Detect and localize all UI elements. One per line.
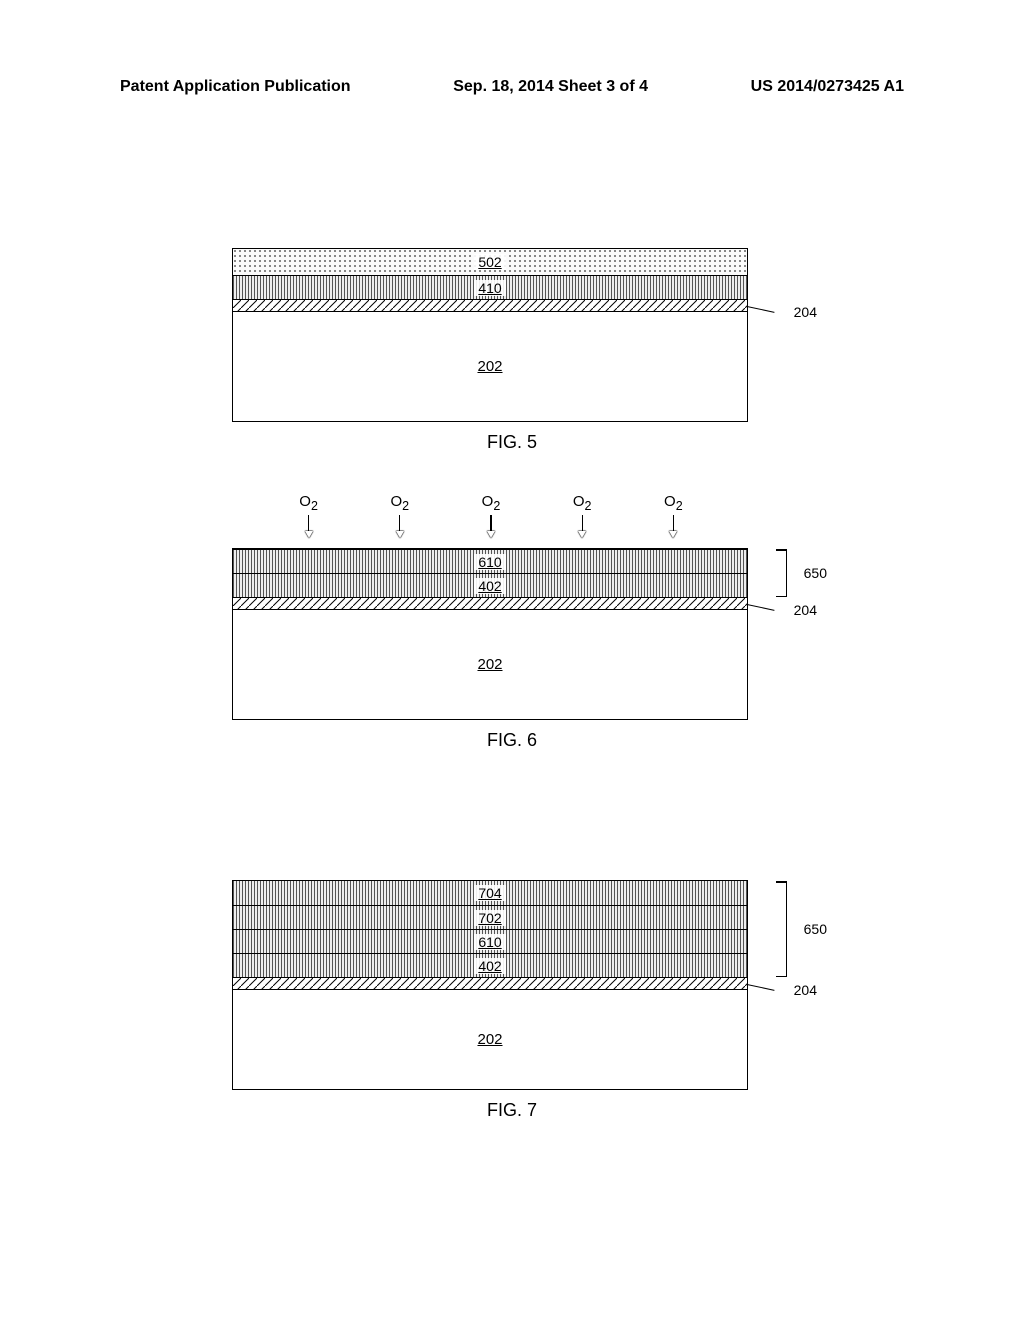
o2-label: O bbox=[482, 493, 494, 510]
fig6-diagram: O2 O2 O2 O2 O2 610 402 202 650 204 bbox=[232, 548, 748, 720]
fig5-callout-204-text: 204 bbox=[794, 304, 817, 320]
fig7-callout-204: 204 bbox=[794, 982, 817, 998]
layer-610: 610 bbox=[233, 929, 747, 953]
layer-402-label: 402 bbox=[474, 958, 505, 974]
o2-label: O bbox=[390, 493, 402, 510]
layer-204-hatch bbox=[233, 977, 747, 989]
layer-610-label: 610 bbox=[474, 934, 505, 950]
fig6-lead-204 bbox=[747, 604, 775, 611]
fig5-caption: FIG. 5 bbox=[232, 432, 792, 453]
fig5-callout-204: 204 bbox=[794, 304, 817, 320]
page-header: Patent Application Publication Sep. 18, … bbox=[120, 78, 904, 96]
layer-610: 610 bbox=[233, 549, 747, 573]
figure-5: 502 410 202 204 FIG. 5 bbox=[232, 248, 792, 453]
fig5-diagram: 502 410 202 204 bbox=[232, 248, 748, 422]
layer-704: 704 bbox=[233, 881, 747, 905]
layer-402: 402 bbox=[233, 953, 747, 977]
fig7-lead-204 bbox=[747, 984, 775, 991]
layer-202: 202 bbox=[233, 311, 747, 421]
header-center: Sep. 18, 2014 Sheet 3 of 4 bbox=[453, 78, 648, 96]
fig7-diagram: 704 702 610 402 202 650 204 bbox=[232, 880, 748, 1090]
layer-410: 410 bbox=[233, 275, 747, 299]
layer-202: 202 bbox=[233, 609, 747, 719]
o2-label: O bbox=[299, 493, 311, 510]
layer-402: 402 bbox=[233, 573, 747, 597]
o2-arrow: O2 bbox=[573, 493, 592, 537]
page: Patent Application Publication Sep. 18, … bbox=[0, 0, 1024, 1320]
arrow-icon bbox=[673, 515, 674, 537]
fig7-caption: FIG. 7 bbox=[232, 1100, 792, 1121]
o2-sub: 2 bbox=[585, 499, 592, 513]
layer-202-label: 202 bbox=[473, 358, 506, 375]
o2-sub: 2 bbox=[311, 499, 318, 513]
arrow-icon bbox=[399, 515, 400, 537]
figure-6: O2 O2 O2 O2 O2 610 402 202 650 204 bbox=[232, 548, 792, 751]
layer-702: 702 bbox=[233, 905, 747, 929]
layer-204-hatch bbox=[233, 597, 747, 609]
arrow-icon bbox=[308, 515, 309, 537]
o2-sub: 2 bbox=[493, 499, 500, 513]
fig6-bracket-650 bbox=[786, 549, 787, 597]
fig6-callout-204-text: 204 bbox=[794, 602, 817, 618]
o2-arrow: O2 bbox=[299, 493, 318, 537]
o2-arrow: O2 bbox=[390, 493, 409, 537]
fig5-lead-204 bbox=[747, 306, 775, 313]
fig6-o2-row: O2 O2 O2 O2 O2 bbox=[233, 493, 749, 537]
header-right: US 2014/0273425 A1 bbox=[751, 78, 904, 96]
layer-202-label: 202 bbox=[473, 656, 506, 673]
layer-610-label: 610 bbox=[474, 554, 505, 570]
arrow-icon bbox=[582, 515, 583, 537]
layer-704-label: 704 bbox=[474, 885, 505, 901]
o2-sub: 2 bbox=[402, 499, 409, 513]
figure-7: 704 702 610 402 202 650 204 FIG. bbox=[232, 880, 792, 1121]
header-left: Patent Application Publication bbox=[120, 78, 351, 96]
o2-arrow: O2 bbox=[482, 493, 501, 537]
arrow-icon bbox=[490, 515, 491, 537]
fig6-bracket-650-label: 650 bbox=[804, 565, 827, 581]
fig6-callout-204: 204 bbox=[794, 602, 817, 618]
fig6-caption: FIG. 6 bbox=[232, 730, 792, 751]
layer-204-hatch bbox=[233, 299, 747, 311]
o2-arrow: O2 bbox=[664, 493, 683, 537]
fig7-bracket-650 bbox=[786, 881, 787, 977]
o2-sub: 2 bbox=[676, 499, 683, 513]
layer-402-label: 402 bbox=[474, 578, 505, 594]
layer-202: 202 bbox=[233, 989, 747, 1089]
o2-label: O bbox=[664, 493, 676, 510]
fig7-callout-204-text: 204 bbox=[794, 982, 817, 998]
layer-410-label: 410 bbox=[474, 280, 505, 296]
layer-702-label: 702 bbox=[474, 910, 505, 926]
o2-label: O bbox=[573, 493, 585, 510]
layer-202-label: 202 bbox=[473, 1031, 506, 1048]
layer-502-label: 502 bbox=[474, 254, 505, 270]
fig7-bracket-650-label: 650 bbox=[804, 921, 827, 937]
layer-502: 502 bbox=[233, 249, 747, 275]
